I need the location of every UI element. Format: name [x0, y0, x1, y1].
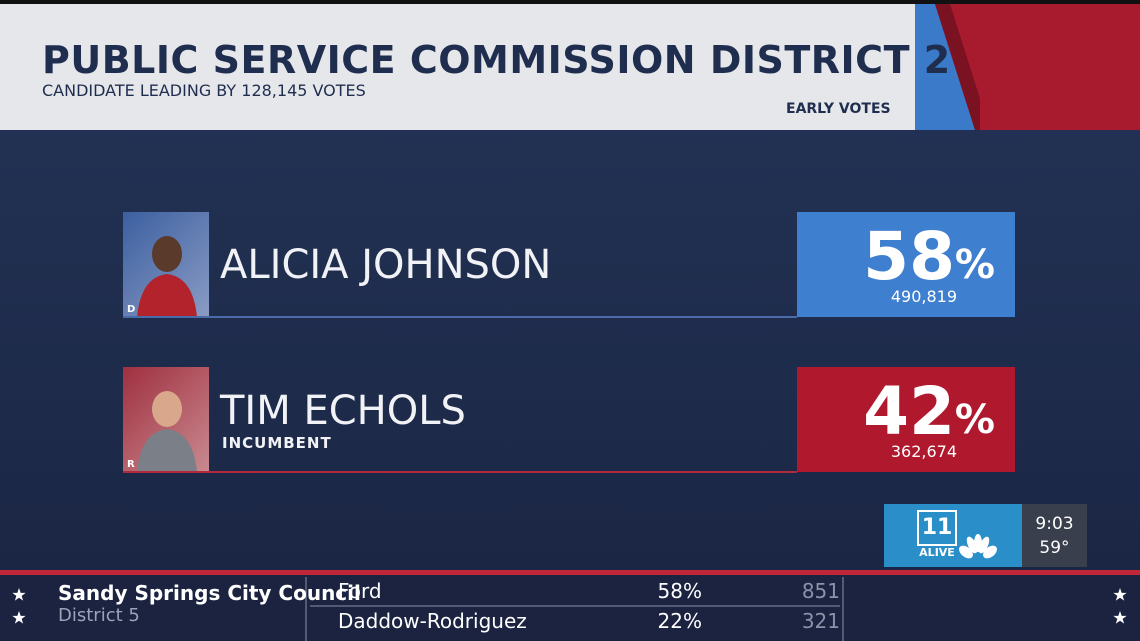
percent-sign: %	[954, 242, 995, 288]
ticker-district: District 5	[58, 605, 140, 626]
peacock-icon	[959, 534, 997, 559]
candidate-photo: R	[123, 367, 209, 472]
photo-figure	[137, 236, 197, 317]
ticker-race: Sandy Springs City Council	[58, 581, 361, 605]
result-box: 58 % 490,819	[797, 212, 1015, 317]
incumbent-note: INCUMBENT	[222, 434, 332, 452]
percent-sign: %	[954, 397, 995, 443]
candidate-name: ALICIA JOHNSON	[220, 242, 552, 288]
candidate-photo: D	[123, 212, 209, 317]
header-edge	[870, 4, 915, 130]
votes: 362,674	[890, 442, 957, 461]
row-underline	[123, 471, 797, 473]
ticker-candidate: Daddow-Rodriguez	[338, 609, 527, 633]
row-underline	[123, 316, 797, 318]
ticker-bar	[0, 575, 1140, 641]
ticker-votes: 851	[801, 579, 840, 603]
dark-slant	[935, 4, 980, 130]
candidate-name: TIM ECHOLS	[220, 388, 466, 434]
subtitle: CANDIDATE LEADING BY 128,145 VOTES	[42, 81, 366, 100]
body	[137, 274, 197, 317]
logo-text: ALIVE	[919, 546, 955, 559]
ticker-percent: 22%	[657, 609, 702, 633]
votes: 490,819	[890, 287, 957, 306]
early-votes-tag: EARLY VOTES	[786, 101, 891, 117]
photo-figure	[137, 391, 197, 472]
ticker-votes: 321	[801, 609, 840, 633]
percent: 58	[863, 218, 955, 295]
station-logo: 11 ALIVE	[884, 504, 1022, 567]
body	[137, 429, 197, 472]
header-edge-fill	[870, 4, 915, 130]
percent: 42	[863, 373, 955, 450]
head	[152, 236, 182, 272]
logo-number: 11	[917, 510, 957, 546]
party-label: D	[127, 304, 136, 315]
party-label: R	[127, 459, 135, 470]
title: PUBLIC SERVICE COMMISSION DISTRICT 2	[42, 38, 951, 82]
head	[152, 391, 182, 427]
temperature: 59°	[1039, 538, 1070, 558]
ticker-percent: 58%	[657, 579, 702, 603]
stars	[12, 588, 1127, 624]
time: 9:03	[1035, 514, 1074, 534]
ticker-candidate: Ford	[338, 579, 382, 603]
time-weather: 9:03 59°	[1022, 504, 1087, 567]
header-bar	[0, 4, 915, 130]
top-strip	[0, 0, 1140, 4]
ticker-decor	[12, 577, 1127, 641]
result-box: 42 % 362,674	[797, 367, 1015, 472]
ticker-rule	[0, 570, 1140, 575]
